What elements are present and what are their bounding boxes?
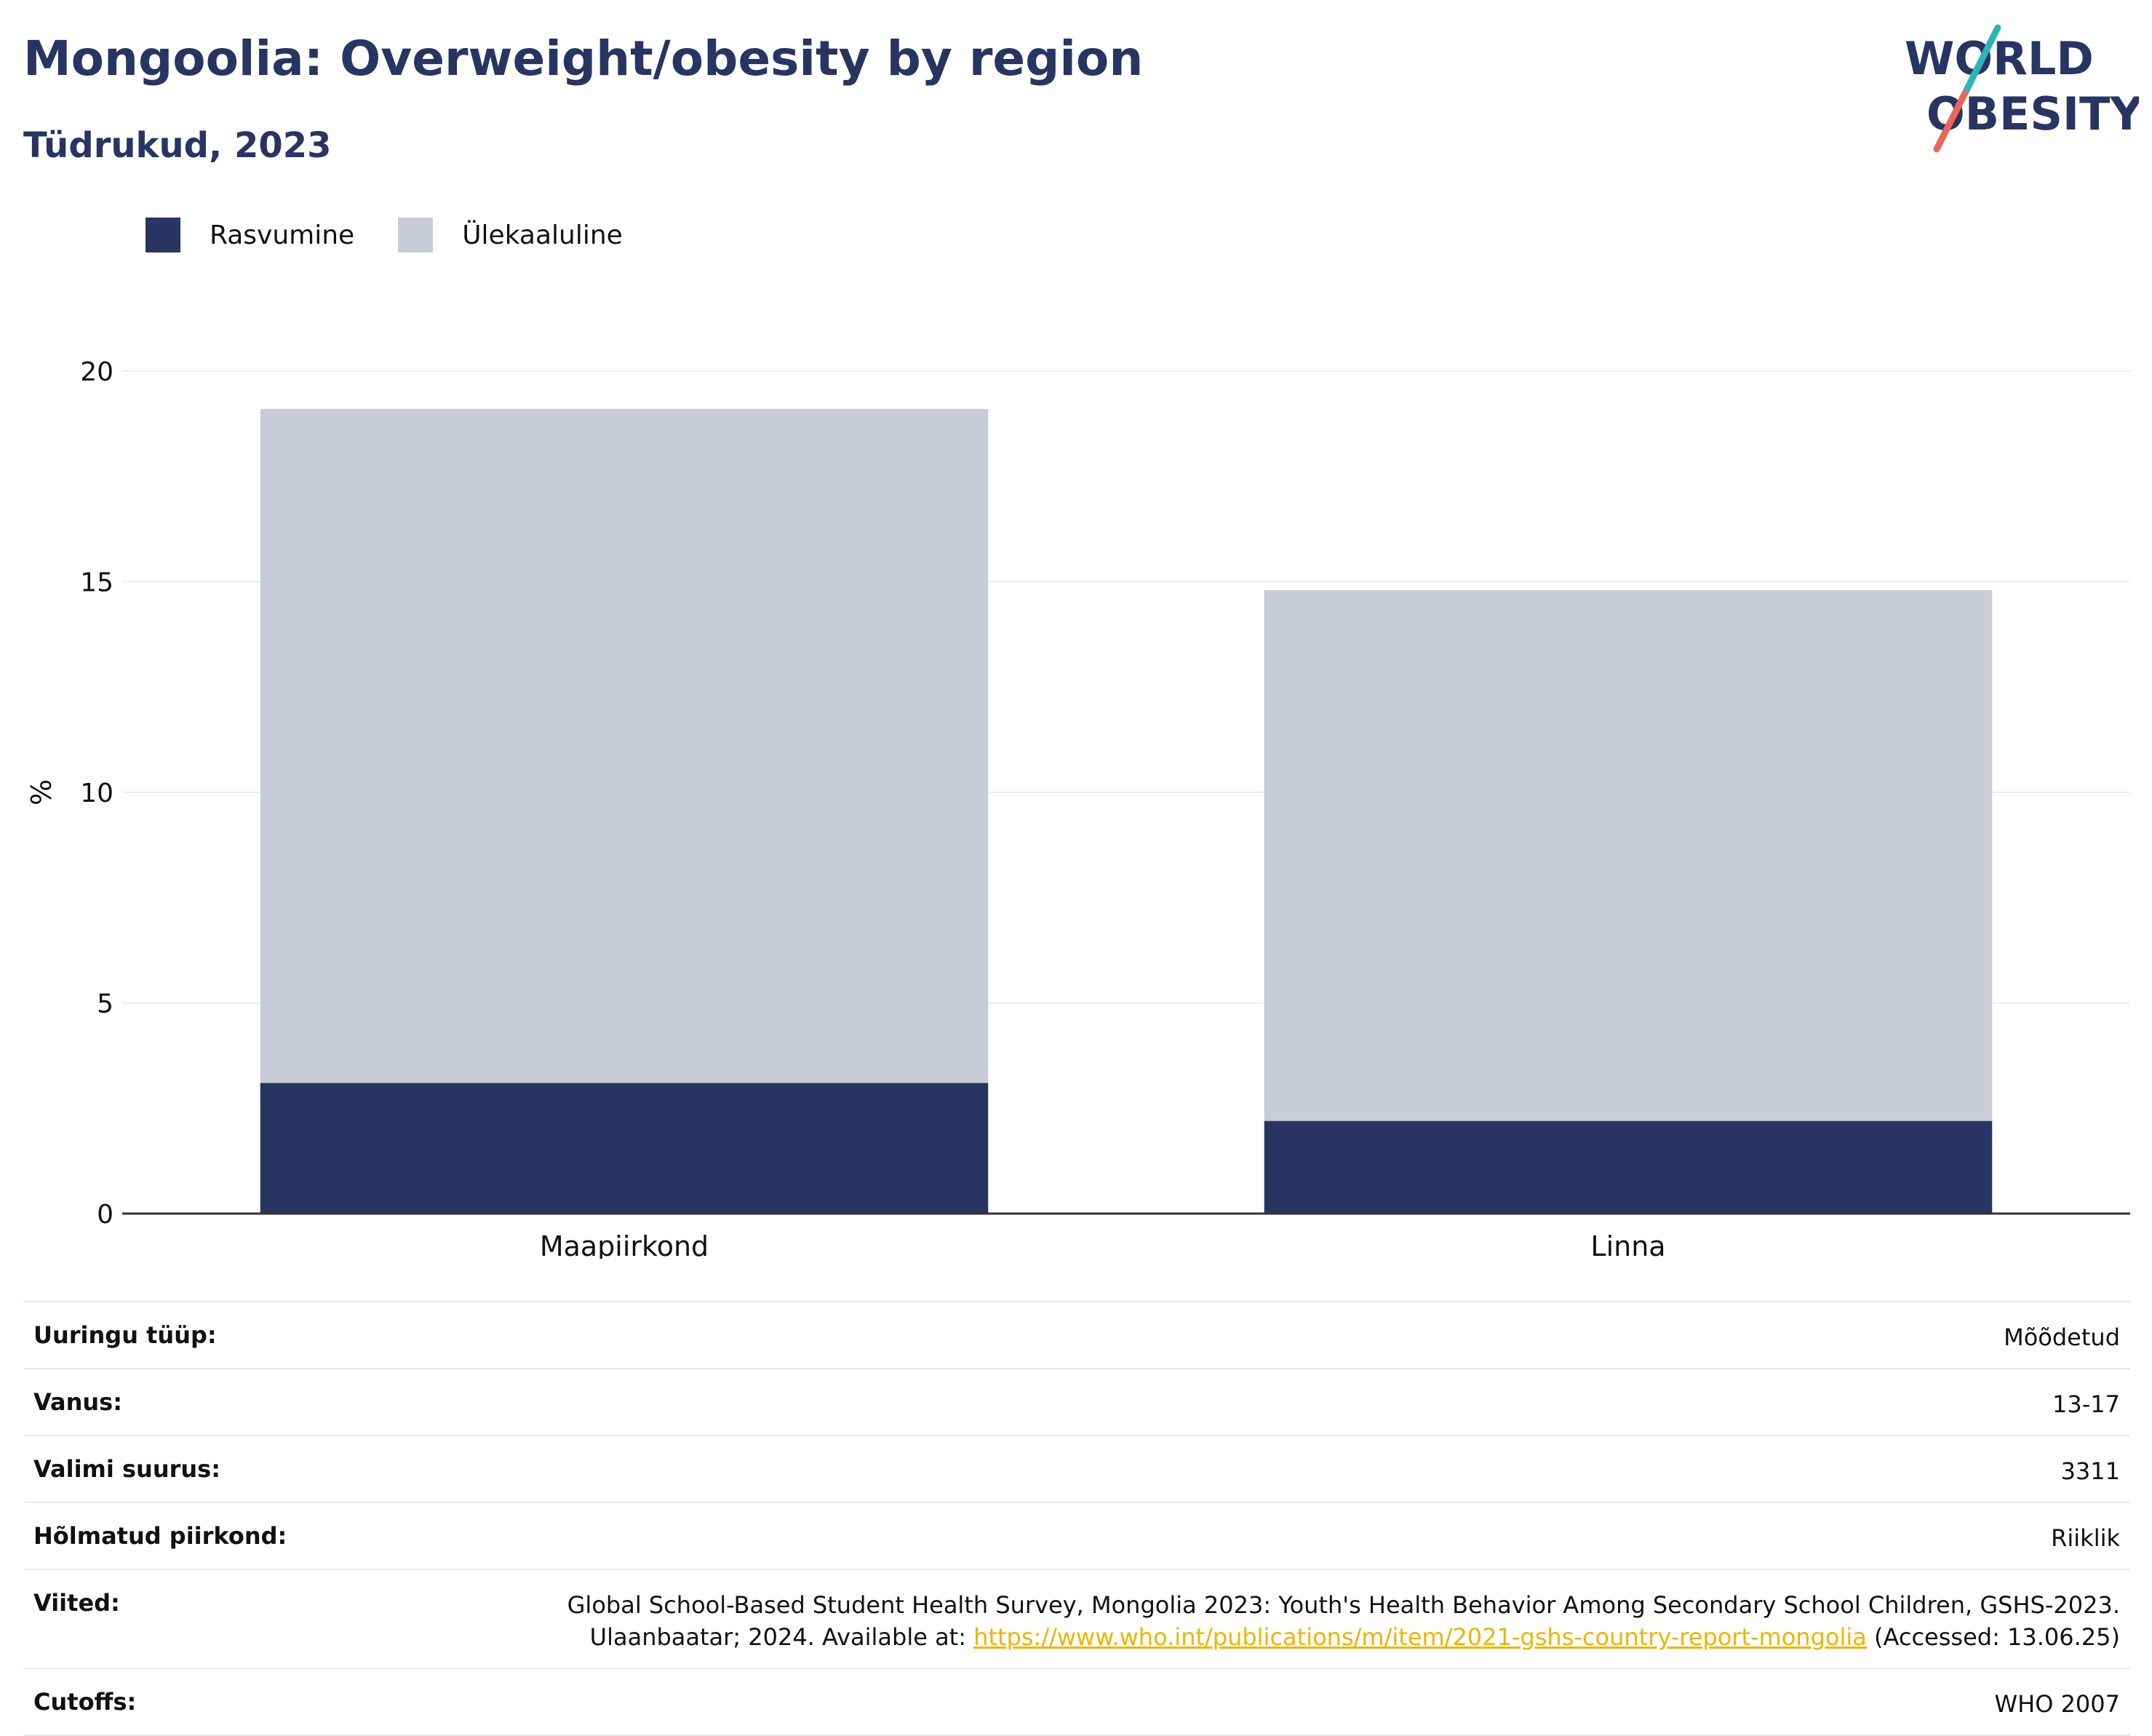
bar-overweight — [1264, 590, 1993, 1121]
references-line-2-prefix: Ulaanbaatar; 2024. Available at: — [589, 1623, 974, 1651]
meta-row-age: Vanus: 13-17 — [23, 1369, 2130, 1436]
bar-obesity — [1264, 1120, 1993, 1214]
y-tick-label: 0 — [97, 1200, 113, 1230]
age-value: 13-17 — [2052, 1390, 2120, 1418]
survey-type-label: Uuringu tüüp: — [33, 1321, 217, 1349]
bar-chart: 0 5 10 15 20% Maapiirkond Linna — [25, 357, 2130, 1259]
page-title: Mongoolia: Overweight/obesity by region — [23, 31, 1144, 87]
survey-type-value: Mõõdetud — [2004, 1323, 2120, 1351]
age-label: Vanus: — [33, 1388, 123, 1416]
meta-row-cutoffs: Cutoffs: WHO 2007 — [23, 1669, 2130, 1736]
bar-overweight — [260, 409, 989, 1083]
references-value: Global School-Based Student Health Surve… — [567, 1589, 2120, 1653]
legend-label-obesity: Rasvumine — [210, 220, 355, 250]
y-tick-label: 15 — [80, 568, 113, 598]
area-label: Hõlmatud piirkond: — [33, 1522, 287, 1550]
meta-row-sample-size: Valimi suurus: 3311 — [23, 1436, 2130, 1503]
x-tick-label: Maapiirkond — [540, 1230, 709, 1259]
meta-row-references: Viited: Global School-Based Student Heal… — [23, 1570, 2130, 1669]
x-tick-label: Linna — [1590, 1230, 1665, 1259]
meta-row-area: Hõlmatud piirkond: Riiklik — [23, 1503, 2130, 1570]
legend-label-overweight: Ülekaaluline — [462, 220, 623, 250]
world-obesity-logo: WORLD OBESITY — [1905, 24, 2139, 153]
legend-swatch-overweight — [398, 218, 434, 252]
chart-legend: Rasvumine Ülekaaluline — [146, 217, 666, 253]
cutoffs-value: WHO 2007 — [1994, 1690, 2121, 1718]
cutoffs-label: Cutoffs: — [33, 1688, 137, 1716]
y-axis-label: % — [25, 779, 57, 805]
page-subtitle: Tüdrukud, 2023 — [23, 125, 332, 166]
y-tick-label: 5 — [97, 990, 113, 1019]
y-tick-label: 20 — [80, 357, 113, 387]
references-line-1: Global School-Based Student Health Surve… — [567, 1591, 2120, 1619]
meta-row-survey-type: Uuringu tüüp: Mõõdetud — [23, 1302, 2130, 1369]
survey-metadata-table: Uuringu tüüp: Mõõdetud Vanus: 13-17 Vali… — [23, 1301, 2130, 1736]
references-label: Viited: — [33, 1589, 120, 1617]
legend-swatch-obesity — [146, 218, 180, 252]
sample-size-value: 3311 — [2060, 1457, 2120, 1485]
bar-obesity — [260, 1083, 989, 1214]
svg-text:OBESITY: OBESITY — [1926, 87, 2139, 140]
legend-item-obesity[interactable]: Rasvumine — [146, 218, 354, 252]
references-link[interactable]: https://www.who.int/publications/m/item/… — [973, 1623, 1867, 1651]
references-line-2-suffix: (Accessed: 13.06.25) — [1866, 1623, 2120, 1651]
y-tick-label: 10 — [80, 779, 113, 808]
area-value: Riiklik — [2051, 1524, 2120, 1552]
legend-item-overweight[interactable]: Ülekaaluline — [398, 218, 623, 252]
svg-text:WORLD: WORLD — [1905, 32, 2094, 85]
sample-size-label: Valimi suurus: — [33, 1455, 221, 1483]
